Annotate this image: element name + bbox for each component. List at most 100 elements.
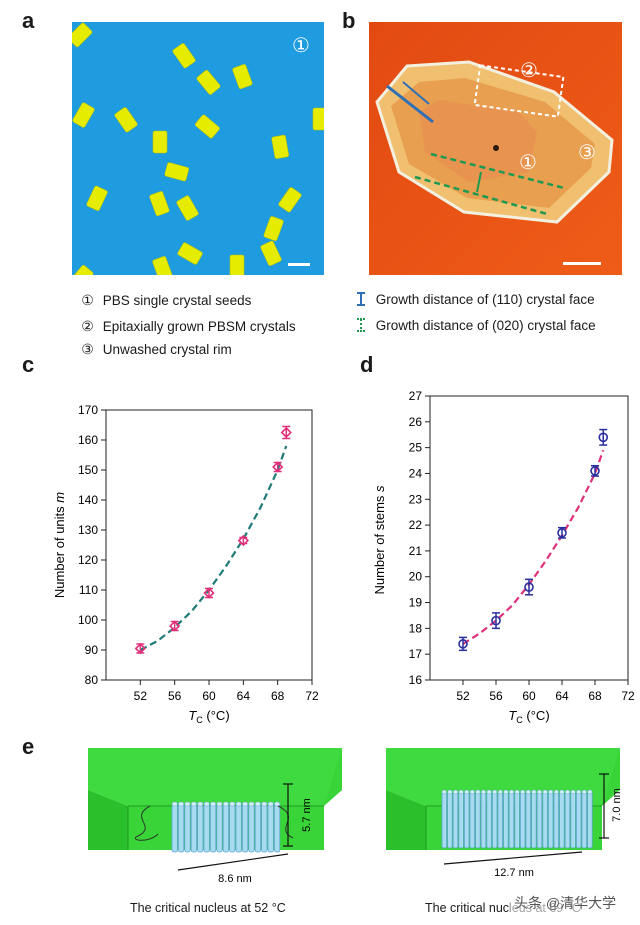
panel-b-marker-1: ① <box>519 152 537 174</box>
nucleus-left: 5.7 nm 8.6 nm <box>88 748 342 885</box>
green-dashed-bar-icon <box>357 318 365 332</box>
stem-top <box>267 801 274 807</box>
nucleus-right: 7.0 nm 12.7 nm <box>386 748 623 879</box>
panel-letter-b: b <box>342 8 356 33</box>
legend-num: ② <box>81 318 94 334</box>
y-tick-label: 27 <box>409 390 423 403</box>
stem <box>553 791 559 849</box>
x-tick-label: 56 <box>489 689 503 703</box>
stem-top <box>503 789 509 795</box>
stem <box>575 791 582 849</box>
stem <box>184 803 191 853</box>
watermark: 头条 @清华大学 <box>510 893 621 913</box>
y-tick-label: 17 <box>409 647 423 661</box>
height-label-right: 7.0 nm <box>611 788 623 822</box>
stem-top <box>190 801 197 807</box>
y-tick-label: 150 <box>78 463 98 477</box>
stem-top <box>520 789 526 795</box>
data-point <box>557 528 567 538</box>
data-point <box>272 461 284 473</box>
stem-top <box>480 789 487 795</box>
stem-top <box>559 789 565 795</box>
stem <box>261 803 268 853</box>
x-tick-label: 64 <box>555 689 569 703</box>
stem-top <box>492 789 498 795</box>
fit-curve <box>462 449 605 645</box>
legend-label: PBS single crystal seeds <box>102 293 252 308</box>
stem <box>216 803 223 853</box>
stem <box>536 791 543 849</box>
stem <box>514 791 520 849</box>
legend-label: Epitaxially grown PBSM crystals <box>102 319 296 334</box>
data-point <box>203 587 215 599</box>
stem-top <box>514 789 520 795</box>
y-tick-label: 120 <box>78 553 98 567</box>
stem <box>531 791 537 849</box>
stem-top <box>274 801 281 807</box>
legend-item-3: ③ Unwashed crystal rim <box>80 341 232 358</box>
stem-top <box>184 801 191 807</box>
data-point <box>491 615 501 626</box>
stem <box>273 803 281 853</box>
y-tick-label: 90 <box>85 643 99 657</box>
stem <box>447 791 453 849</box>
stem <box>203 803 210 853</box>
stem <box>587 791 593 849</box>
y-tick-label: 100 <box>78 613 98 627</box>
stem <box>542 791 548 849</box>
stem-top <box>441 789 447 795</box>
y-tick-label: 20 <box>409 570 423 584</box>
legend-num: ① <box>81 292 94 308</box>
x-tick-label: 52 <box>134 689 148 703</box>
stem <box>458 791 464 849</box>
x-axis-label: TC (°C) <box>508 708 549 725</box>
stem <box>178 803 185 853</box>
legend-item-020: Growth distance of (020) crystal face <box>354 318 596 333</box>
data-point <box>169 620 181 632</box>
stem-top <box>570 789 576 795</box>
legend-label: Growth distance of (020) crystal face <box>375 318 596 333</box>
y-tick-label: 26 <box>409 415 423 429</box>
stem-top <box>497 789 503 795</box>
y-axis-label: Number of stems s <box>372 485 387 595</box>
y-tick-label: 160 <box>78 433 98 447</box>
height-label-left: 5.7 nm <box>301 798 313 832</box>
stem <box>171 803 178 853</box>
stem <box>464 791 470 849</box>
legend-label: Unwashed crystal rim <box>102 342 232 357</box>
panel-a-marker: ① <box>292 35 310 57</box>
stem-top <box>229 801 236 807</box>
stem-top <box>531 789 537 795</box>
legend-label: Growth distance of (110) crystal face <box>375 292 595 307</box>
stem-top <box>587 789 593 795</box>
x-tick-label: 60 <box>522 689 536 703</box>
stem <box>197 803 204 853</box>
stem <box>452 791 459 849</box>
x-tick-label: 68 <box>588 689 602 703</box>
y-tick-label: 21 <box>409 544 423 558</box>
stem-top <box>210 801 217 807</box>
x-axis-label: TC (°C) <box>188 708 229 725</box>
y-tick-label: 18 <box>409 621 423 635</box>
stem <box>503 791 509 849</box>
stem-top <box>464 789 470 795</box>
stem <box>559 791 565 849</box>
stem <box>441 791 447 849</box>
stem <box>267 803 274 853</box>
stem <box>508 791 515 849</box>
stem-top <box>222 801 229 807</box>
stem-top <box>242 801 249 807</box>
y-tick-label: 19 <box>409 596 423 610</box>
stem-top <box>536 789 543 795</box>
stem-top <box>553 789 559 795</box>
x-tick-label: 72 <box>305 689 319 703</box>
stem <box>190 803 197 853</box>
stem-top <box>203 801 210 807</box>
stem-top <box>254 801 261 807</box>
stem-top <box>486 789 492 795</box>
stem <box>469 791 475 849</box>
data-point <box>590 466 600 476</box>
afm-image-b <box>369 22 622 275</box>
panel-letter-a: a <box>22 8 35 33</box>
stem <box>547 791 554 849</box>
